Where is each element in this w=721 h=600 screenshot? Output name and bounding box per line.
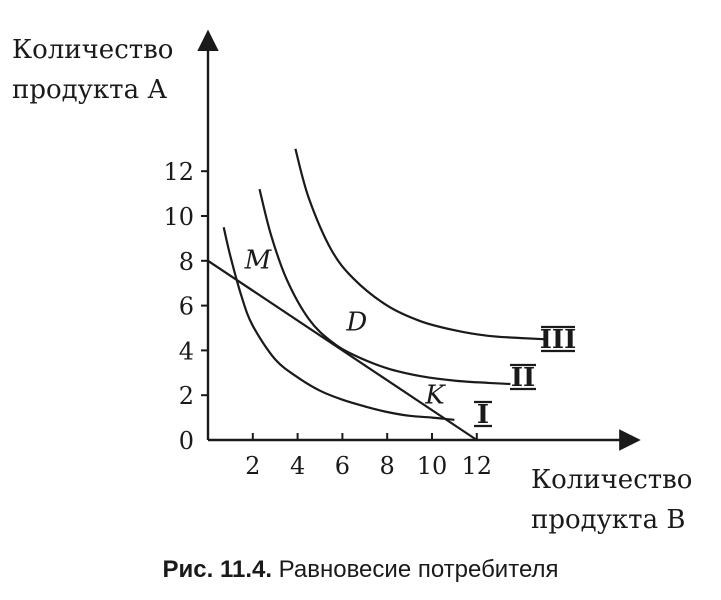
- point-label-M: M: [244, 245, 273, 275]
- point-label-D: D: [345, 307, 367, 337]
- indifference-curve-II: [258, 188, 511, 386]
- x-tick-label: 2: [245, 452, 260, 480]
- y-axis-title: Количество: [12, 35, 173, 65]
- caption-text: Равновесие потребителя: [272, 556, 559, 583]
- caption-prefix: Рис. 11.4.: [162, 556, 273, 583]
- y-tick-label: 12: [163, 158, 194, 186]
- x-tick-label: 8: [380, 452, 395, 480]
- indifference-curve-I: [222, 226, 455, 421]
- y-tick-label: 4: [179, 337, 194, 365]
- y-tick-label: 2: [179, 382, 194, 410]
- y-tick-label: 8: [179, 248, 194, 276]
- y-tick-label: 0: [179, 427, 194, 455]
- consumer-equilibrium-chart: 0 2 4 6 8 10 12 2 4 6 8 10 12 Количество продукта А Ко…: [12, 29, 692, 535]
- y-axis-title: продукта А: [12, 75, 167, 105]
- indifference-curve-III: [294, 148, 545, 341]
- y-tick-label: 6: [179, 293, 194, 321]
- x-tick-label: 10: [417, 452, 448, 480]
- x-axis-title: Количество: [531, 465, 692, 495]
- budget-line: [207, 259, 478, 441]
- y-tick-label: 10: [163, 203, 194, 231]
- curve-label-I: I: [477, 400, 489, 430]
- x-tick-label: 12: [462, 452, 493, 480]
- x-tick-label: 4: [290, 452, 305, 480]
- x-tick-label: 6: [335, 452, 350, 480]
- point-label-K: K: [424, 381, 446, 411]
- figure-caption: Рис. 11.4. Равновесие потребителя: [0, 556, 721, 584]
- x-axis-title: продукта В: [531, 505, 685, 535]
